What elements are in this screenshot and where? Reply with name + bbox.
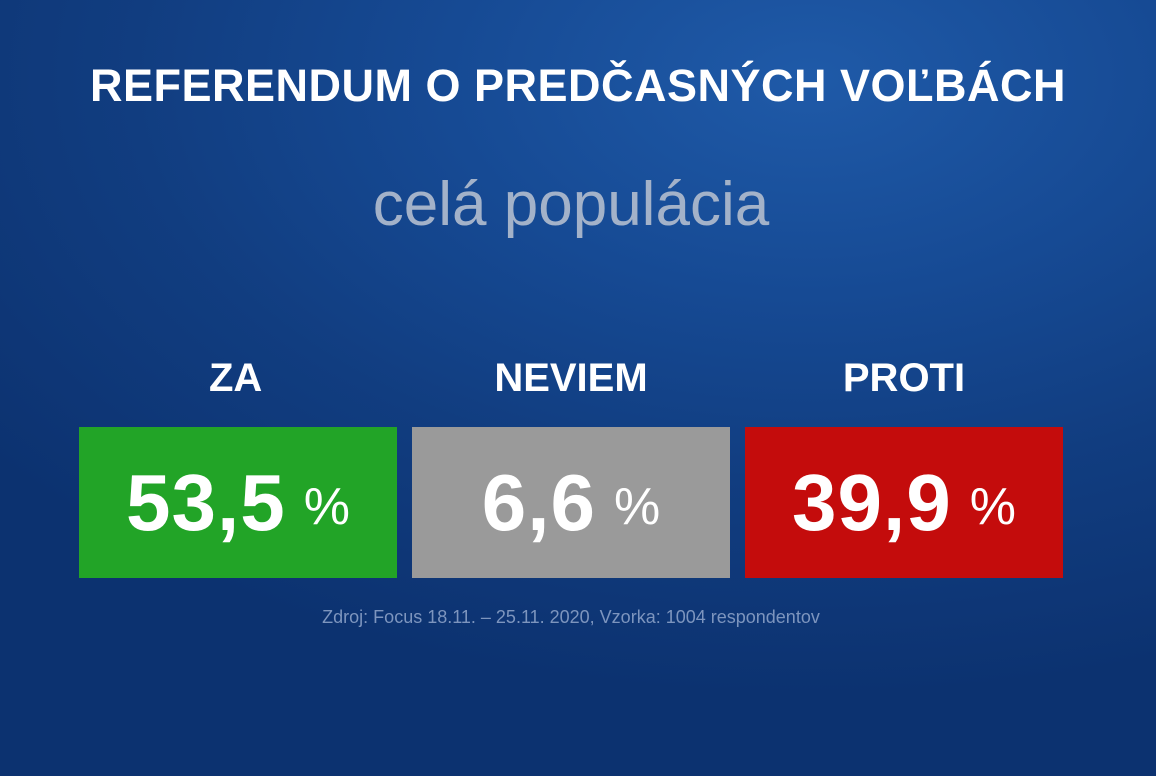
result-za-box: 53,5 % <box>79 427 397 578</box>
result-proti-percent-sign: % <box>969 477 1016 536</box>
result-proti-label: PROTI <box>842 356 966 400</box>
result-proti-value: 39,9 <box>792 457 952 547</box>
result-za: ZA 53,5 % <box>79 350 397 578</box>
graphic-subtitle: celá populácia <box>372 170 770 239</box>
result-proti: PROTI 39,9 % <box>745 350 1063 578</box>
result-za-percent-sign: % <box>303 477 350 536</box>
result-neviem-label: NEVIEM <box>494 356 648 400</box>
result-za-label: ZA <box>209 356 263 400</box>
result-neviem: NEVIEM 6,6 % <box>412 350 730 578</box>
result-za-value: 53,5 <box>126 457 286 547</box>
result-neviem-percent-sign: % <box>613 477 661 536</box>
result-proti-box: 39,9 % <box>745 427 1063 578</box>
source-note: Zdroj: Focus 18.11. – 25.11. 2020, Vzork… <box>322 607 820 627</box>
result-neviem-box: 6,6 % <box>412 427 730 578</box>
result-neviem-value: 6,6 <box>481 457 596 547</box>
graphic-title: REFERENDUM O PREDČASNÝCH VOĽBÁCH <box>89 60 1067 111</box>
